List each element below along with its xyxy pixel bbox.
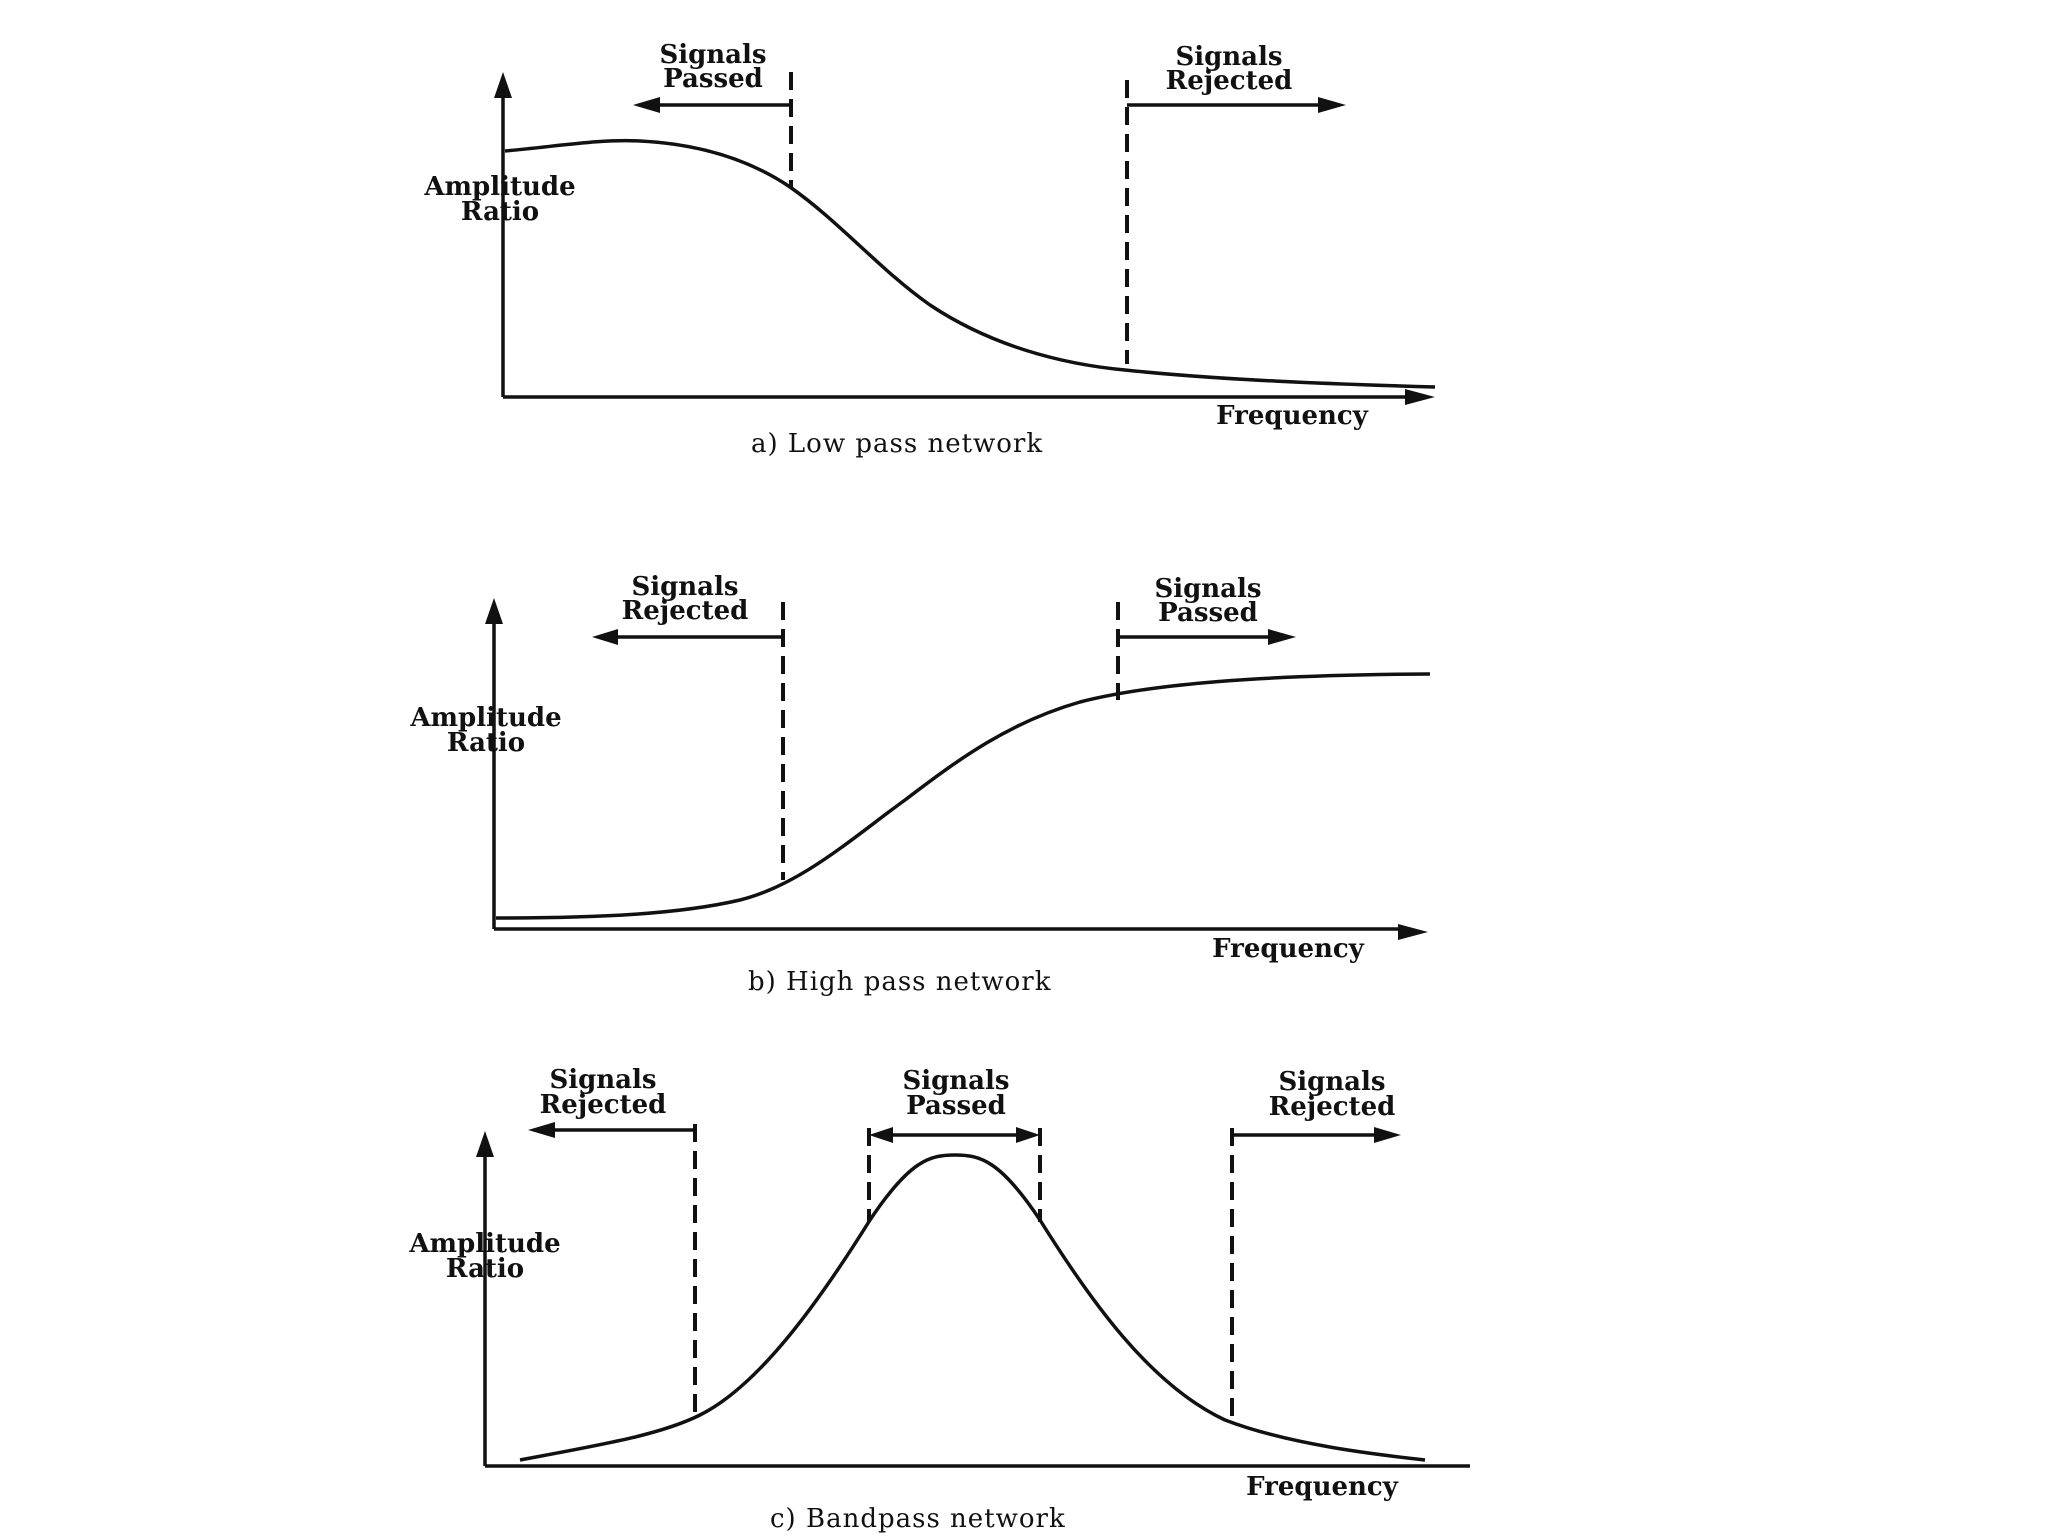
- annotation-rejected-line2: Rejected: [622, 596, 749, 626]
- response-curve: [495, 672, 1431, 920]
- annotation-passed-line2: Passed: [1158, 598, 1258, 628]
- annotation-passed-line1: Signals: [902, 1066, 1009, 1096]
- x-axis-label: Frequency: [1216, 401, 1369, 431]
- annotation-rejected-right-line1: Signals: [1278, 1067, 1385, 1097]
- annotation-passed-line2: Passed: [906, 1091, 1006, 1121]
- rejected-arrowhead: [592, 629, 618, 645]
- panel-high-pass: Signals Rejected Signals Passed Amplitud…: [409, 572, 1431, 997]
- panel-caption: c) Bandpass network: [770, 1504, 1066, 1534]
- y-axis-label-line1: Amplitude: [409, 703, 561, 733]
- y-axis-label-line2: Ratio: [446, 1254, 524, 1284]
- panel-bandpass: Signals Rejected Signals Passed Signals …: [408, 1065, 1470, 1534]
- response-curve: [519, 1153, 1426, 1462]
- y-axis-label-line2: Ratio: [447, 728, 525, 758]
- annotation-rejected-line1: Signals: [1175, 42, 1282, 72]
- panel-caption: b) High pass network: [748, 967, 1051, 997]
- panel-low-pass: Signals Passed Signals Rejected Amplitud…: [423, 40, 1436, 459]
- x-axis-arrowhead: [1405, 389, 1435, 405]
- annotation-rejected-right-line2: Rejected: [1269, 1092, 1396, 1122]
- passed-arrowhead: [633, 97, 660, 113]
- rejected-left-arrowhead: [528, 1122, 555, 1138]
- y-axis-label-line2: Ratio: [461, 197, 539, 227]
- annotation-rejected-left-line1: Signals: [549, 1065, 656, 1095]
- panel-caption: a) Low pass network: [751, 429, 1043, 459]
- passed-band-arrowhead-right: [1016, 1127, 1040, 1143]
- rejected-arrowhead: [1318, 97, 1346, 113]
- y-axis-arrowhead: [494, 72, 512, 98]
- annotation-passed-line2: Passed: [663, 64, 763, 94]
- y-axis-arrowhead: [476, 1131, 494, 1157]
- annotation-passed-line1: Signals: [1154, 574, 1261, 604]
- x-axis-label: Frequency: [1212, 934, 1365, 964]
- x-axis-arrowhead: [1398, 924, 1428, 940]
- x-axis-label: Frequency: [1246, 1472, 1399, 1502]
- annotation-passed-line1: Signals: [659, 40, 766, 70]
- y-axis-label-line1: Amplitude: [408, 1229, 560, 1259]
- annotation-rejected-left-line2: Rejected: [540, 1090, 667, 1120]
- annotation-rejected-line2: Rejected: [1166, 66, 1293, 96]
- passed-band-arrowhead-left: [869, 1127, 893, 1143]
- passed-arrowhead: [1268, 629, 1296, 645]
- rejected-right-arrowhead: [1374, 1127, 1401, 1143]
- y-axis-label-line1: Amplitude: [423, 172, 575, 202]
- annotation-rejected-line1: Signals: [631, 572, 738, 602]
- y-axis-arrowhead: [485, 598, 503, 624]
- response-curve: [504, 138, 1436, 389]
